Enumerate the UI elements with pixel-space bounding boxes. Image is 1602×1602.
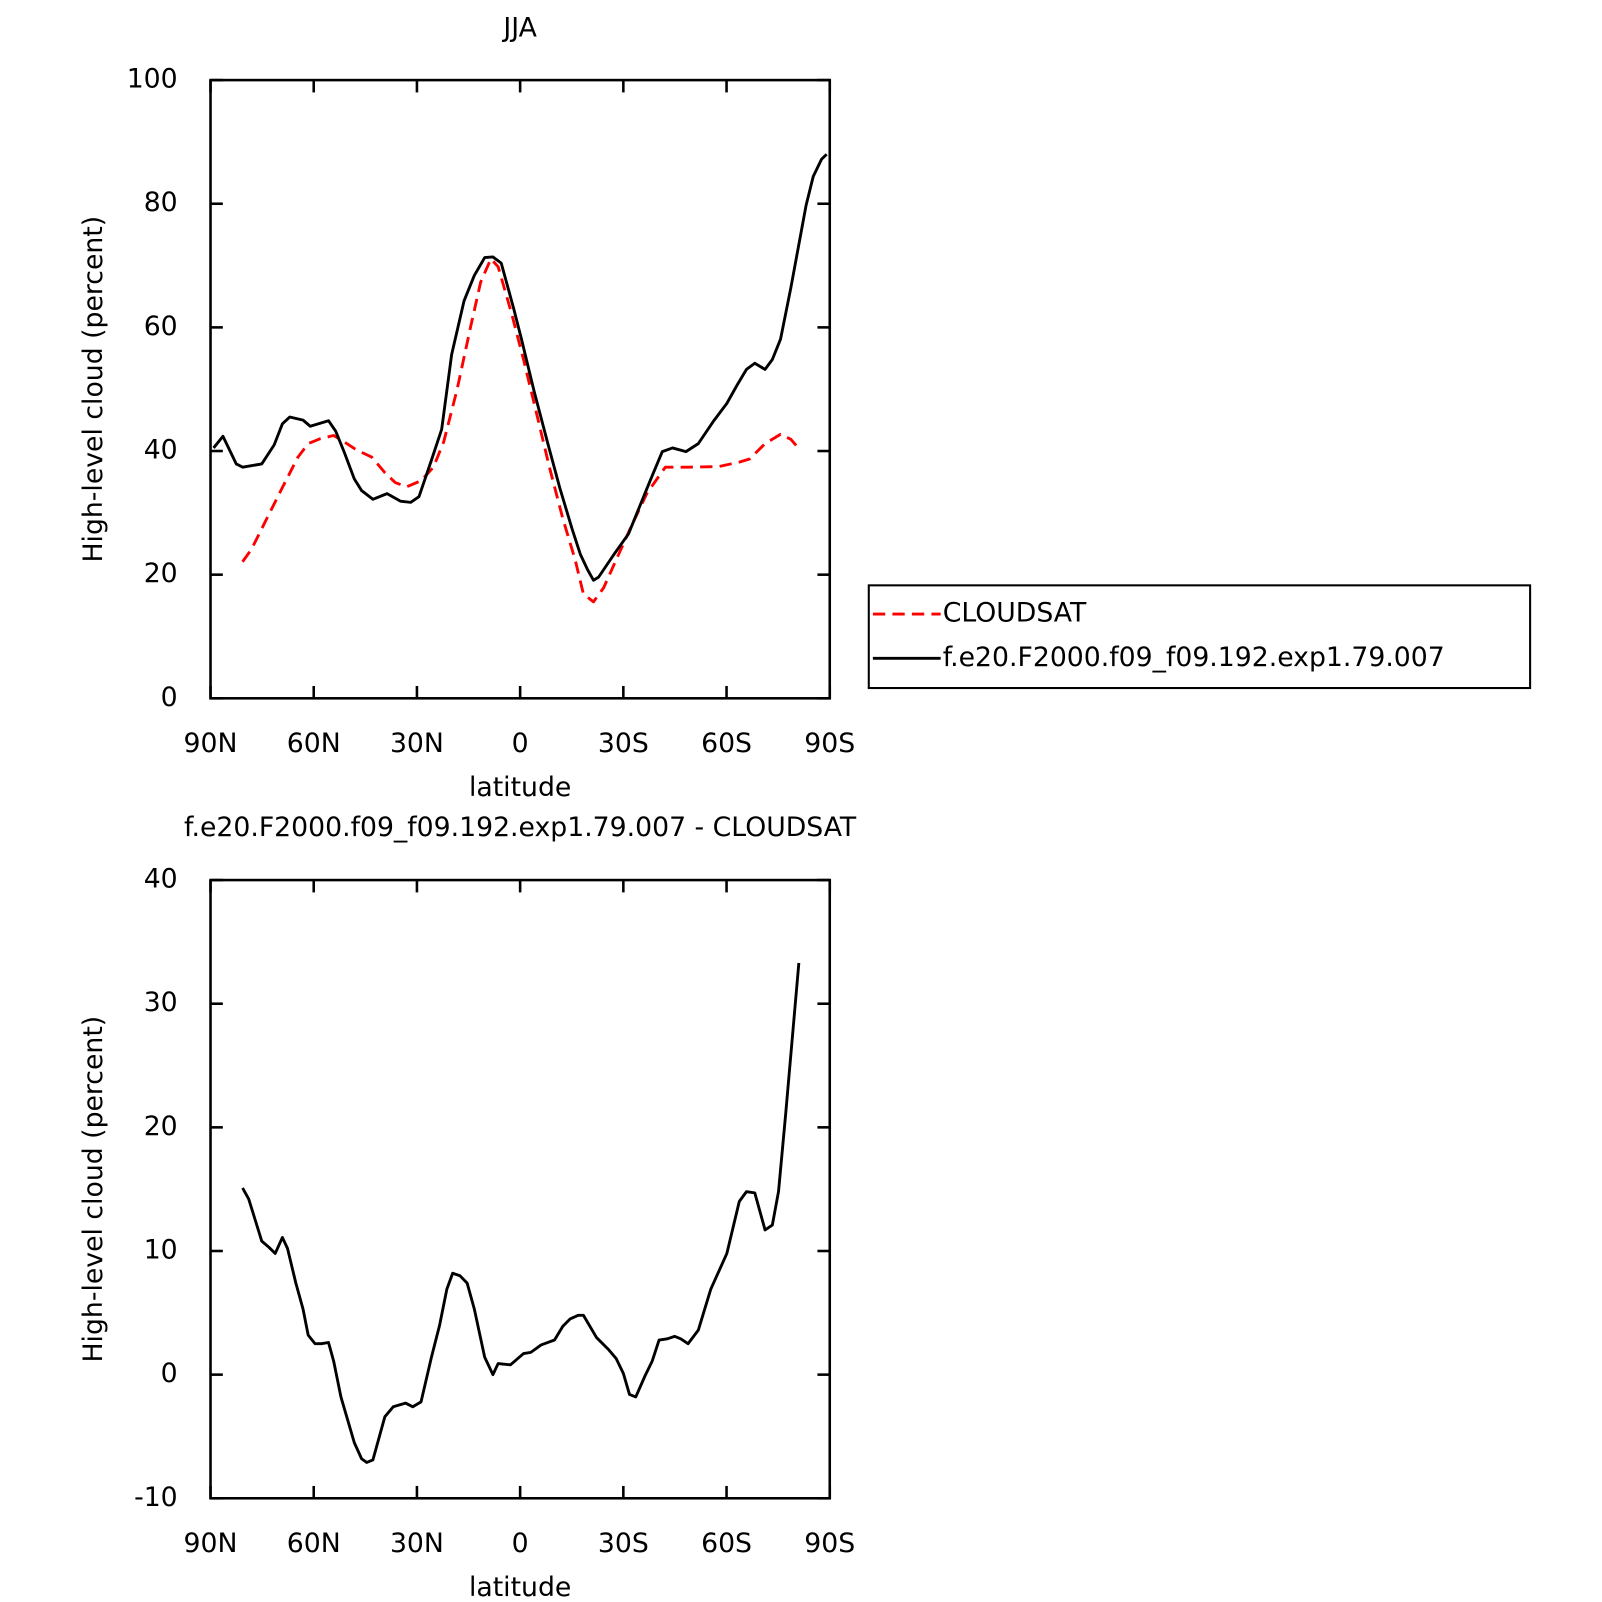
x-tick-label: 30N xyxy=(390,728,444,759)
y-tick-label: -10 xyxy=(134,1482,178,1513)
x-tick-label: 90S xyxy=(804,1528,855,1559)
y-tick-label: 100 xyxy=(127,64,178,95)
y-tick-label: 20 xyxy=(144,558,178,589)
x-tick-label: 30S xyxy=(598,728,649,759)
x-tick-label: 60N xyxy=(287,1528,341,1559)
x-axis-label: latitude xyxy=(469,772,571,803)
y-tick-label: 10 xyxy=(144,1234,178,1265)
y-tick-label: 0 xyxy=(161,682,178,713)
series-line xyxy=(241,962,801,1464)
legend-label: f.e20.F2000.f09_f09.192.exp1.79.007 xyxy=(943,642,1445,673)
x-tick-label: 90N xyxy=(184,1528,238,1559)
plot-frame xyxy=(209,878,832,1500)
x-axis-label: latitude xyxy=(469,1572,571,1602)
y-tick-label: 20 xyxy=(144,1111,178,1142)
chart-title: JJA xyxy=(501,12,537,43)
x-tick-label: 60N xyxy=(287,728,341,759)
y-tick-label: 30 xyxy=(144,987,178,1018)
y-tick-label: 0 xyxy=(161,1358,178,1389)
legend-box xyxy=(867,584,1532,690)
series-line xyxy=(241,257,800,604)
x-tick-label: 60S xyxy=(701,728,752,759)
x-tick-label: 60S xyxy=(701,1528,752,1559)
y-axis-label: High-level cloud (percent) xyxy=(78,216,109,563)
legend-label: CLOUDSAT xyxy=(943,598,1087,629)
plot-frame xyxy=(209,78,832,700)
x-tick-label: 0 xyxy=(512,728,529,759)
x-tick-label: 0 xyxy=(512,1528,529,1559)
series-line xyxy=(212,153,828,582)
y-tick-label: 40 xyxy=(144,435,178,466)
y-tick-label: 60 xyxy=(144,311,178,342)
x-tick-label: 90N xyxy=(184,728,238,759)
y-tick-label: 80 xyxy=(144,187,178,218)
x-tick-label: 30N xyxy=(390,1528,444,1559)
x-tick-label: 90S xyxy=(804,728,855,759)
y-tick-label: 40 xyxy=(144,864,178,895)
chart-title: f.e20.F2000.f09_f09.192.exp1.79.007 - CL… xyxy=(184,812,857,843)
y-axis-label: High-level cloud (percent) xyxy=(78,1016,109,1363)
x-tick-label: 30S xyxy=(598,1528,649,1559)
